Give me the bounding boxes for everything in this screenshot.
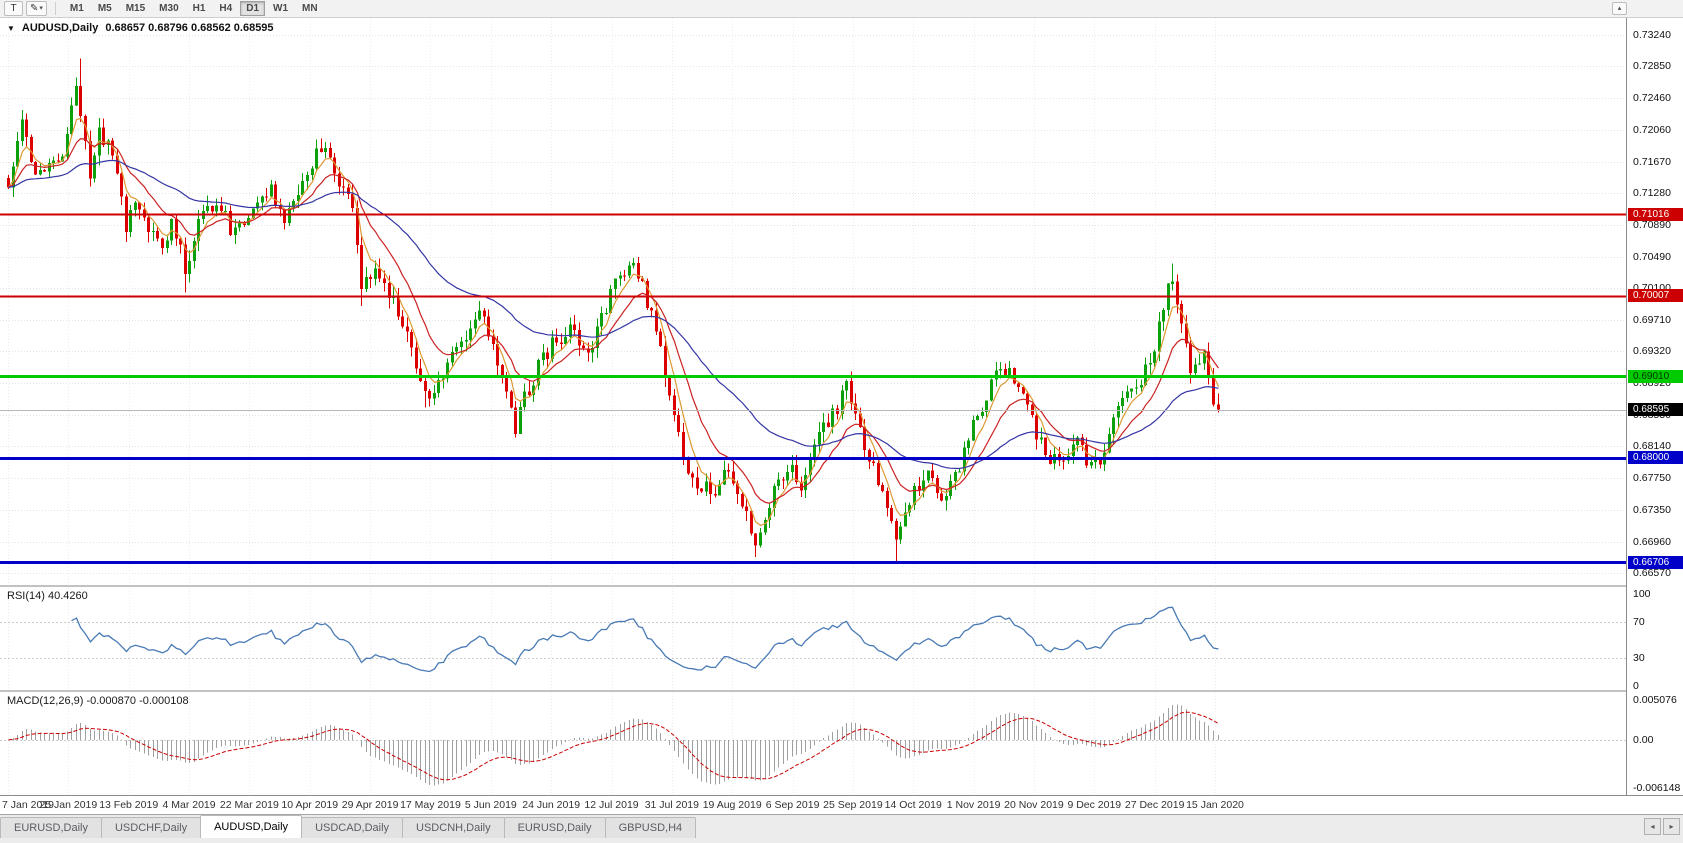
hline-price-badge: 0.70007: [1628, 289, 1683, 303]
timeframe-button-m15[interactable]: M15: [120, 1, 151, 16]
price-axis-label: 0.69710: [1633, 313, 1671, 326]
hline-price-badge: 0.68000: [1628, 451, 1683, 465]
price-axis-label: 0.70490: [1633, 250, 1671, 263]
date-label: 4 Mar 2019: [162, 799, 216, 811]
chart-canvas[interactable]: [0, 18, 1626, 795]
current-price-badge: 0.68595: [1628, 403, 1683, 417]
date-label: 25 Jan 2019: [39, 799, 98, 811]
rsi-indicator-label: RSI(14) 40.4260: [7, 590, 88, 602]
scroll-up-button[interactable]: ▴: [1612, 2, 1627, 15]
chart-tab-eurusd-daily[interactable]: EURUSD,Daily: [0, 817, 102, 838]
price-axis[interactable]: 0.73240 0.72850 0.72460 0.72060 0.71670 0.712…: [1626, 18, 1683, 795]
timeframe-button-h4[interactable]: H4: [213, 1, 238, 16]
date-label: 20 Nov 2019: [1004, 799, 1064, 811]
hline-price-badge: 0.66706: [1628, 555, 1683, 569]
window-edge: [0, 838, 1683, 843]
timeframe-button-d1[interactable]: D1: [240, 1, 266, 16]
tabs-scroll-right-button[interactable]: ▸: [1663, 818, 1680, 835]
chevron-down-icon: ▾: [39, 5, 43, 12]
chart-legend: ▼ AUDUSD,Daily 0.68657 0.68796 0.68562 0…: [7, 22, 274, 34]
draw-tool-button[interactable]: ✎ ▾: [26, 1, 47, 16]
pane-separator[interactable]: [0, 690, 1683, 692]
timeframe-button-h1[interactable]: H1: [187, 1, 212, 16]
timeframe-button-m30[interactable]: M30: [153, 1, 184, 16]
collapse-arrow-icon[interactable]: ▼: [7, 23, 15, 33]
chart-symbol-label: AUDUSD,Daily: [21, 22, 99, 34]
date-axis[interactable]: 7 Jan 2019 25 Jan 2019 13 Feb 2019 4 Mar 20…: [0, 795, 1683, 814]
price-axis-label: 0.68140: [1633, 440, 1671, 453]
toolbar: T ✎ ▾ M1 M5 M15 M30 H1 H4 D1 W1 MN ▴: [0, 0, 1683, 18]
timeframe-button-group: M1 M5 M15 M30 H1 H4 D1 W1 MN: [64, 1, 324, 16]
price-axis-label: 0.71280: [1633, 187, 1671, 200]
chart-tab-audusd-daily[interactable]: AUDUSD,Daily: [200, 815, 303, 838]
price-axis-label: 0.71670: [1633, 155, 1671, 168]
price-axis-label: 0.72060: [1633, 124, 1671, 137]
macd-axis-label: 0.005076: [1633, 694, 1677, 706]
date-label: 24 Jun 2019: [522, 799, 581, 811]
date-label: 1 Nov 2019: [946, 799, 1001, 811]
text-tool-icon: T: [10, 2, 17, 14]
timeframe-button-mn[interactable]: MN: [296, 1, 324, 16]
chart-tab-usdchf-daily[interactable]: USDCHF,Daily: [100, 817, 202, 838]
rsi-axis-label: 0: [1633, 680, 1639, 692]
price-axis-label: 0.66960: [1633, 535, 1671, 548]
chart-ohlc-values: 0.68657 0.68796 0.68562 0.68595: [105, 22, 274, 34]
text-tool-button[interactable]: T: [4, 1, 23, 16]
date-label: 22 Mar 2019: [219, 799, 279, 811]
date-label: 9 Dec 2019: [1067, 799, 1122, 811]
date-label: 27 Dec 2019: [1124, 799, 1185, 811]
price-axis-label: 0.67750: [1633, 471, 1671, 484]
date-label: 10 Apr 2019: [281, 799, 339, 811]
price-axis-label: 0.70890: [1633, 218, 1671, 231]
date-label: 14 Oct 2019: [884, 799, 942, 811]
chart-tab-usdcad-daily[interactable]: USDCAD,Daily: [301, 817, 404, 838]
macd-axis-label: -0.006148: [1633, 782, 1681, 794]
pencil-icon: ✎: [30, 2, 39, 14]
price-axis-label: 0.73240: [1633, 29, 1671, 41]
date-label: 29 Apr 2019: [341, 799, 399, 811]
macd-indicator-label: MACD(12,26,9) -0.000870 -0.000108: [7, 695, 189, 707]
date-label: 25 Sep 2019: [823, 799, 883, 811]
tabs-scroll-left-button[interactable]: ◂: [1644, 818, 1661, 835]
date-label: 12 Jul 2019: [584, 799, 639, 811]
date-label: 15 Jan 2020: [1186, 799, 1244, 811]
chart-tab-bar: EURUSD,Daily USDCHF,Daily AUDUSD,Daily USDC…: [0, 814, 1683, 838]
tab-navigation: ◂ ▸: [1644, 818, 1680, 835]
rsi-axis-label: 30: [1633, 652, 1645, 665]
date-label: 17 May 2019: [400, 799, 461, 811]
hline-price-badge: 0.71016: [1628, 207, 1683, 221]
chart-tab-eurusd-daily[interactable]: EURUSD,Daily: [503, 817, 606, 838]
chart-tab-gbpusd-h4[interactable]: GBPUSD,H4: [604, 817, 697, 838]
price-axis-label: 0.67350: [1633, 504, 1671, 517]
date-label: 19 Aug 2019: [702, 799, 762, 811]
rsi-axis-label: 100: [1633, 588, 1651, 600]
date-label: 5 Jun 2019: [464, 799, 517, 811]
price-axis-label: 0.72850: [1633, 60, 1671, 73]
macd-axis-label: 0.00: [1633, 733, 1654, 746]
rsi-axis-label: 70: [1633, 615, 1645, 628]
date-label: 7 Jan 2019: [2, 799, 54, 811]
chart-tab-usdcnh-daily[interactable]: USDCNH,Daily: [402, 817, 505, 838]
date-label: 13 Feb 2019: [99, 799, 159, 811]
price-axis-label: 0.66570: [1633, 567, 1671, 579]
timeframe-button-m1[interactable]: M1: [64, 1, 90, 16]
timeframe-button-w1[interactable]: W1: [267, 1, 294, 16]
timeframe-button-m5[interactable]: M5: [92, 1, 118, 16]
chart-tabs: EURUSD,Daily USDCHF,Daily AUDUSD,Daily USDC…: [0, 815, 697, 838]
price-axis-label: 0.69320: [1633, 345, 1671, 358]
hline-price-badge: 0.69010: [1628, 369, 1683, 383]
toolbar-separator: [54, 2, 56, 15]
date-label: 6 Sep 2019: [765, 799, 820, 811]
price-axis-label: 0.72460: [1633, 91, 1671, 104]
date-label: 31 Jul 2019: [644, 799, 699, 811]
pane-separator[interactable]: [0, 585, 1683, 587]
